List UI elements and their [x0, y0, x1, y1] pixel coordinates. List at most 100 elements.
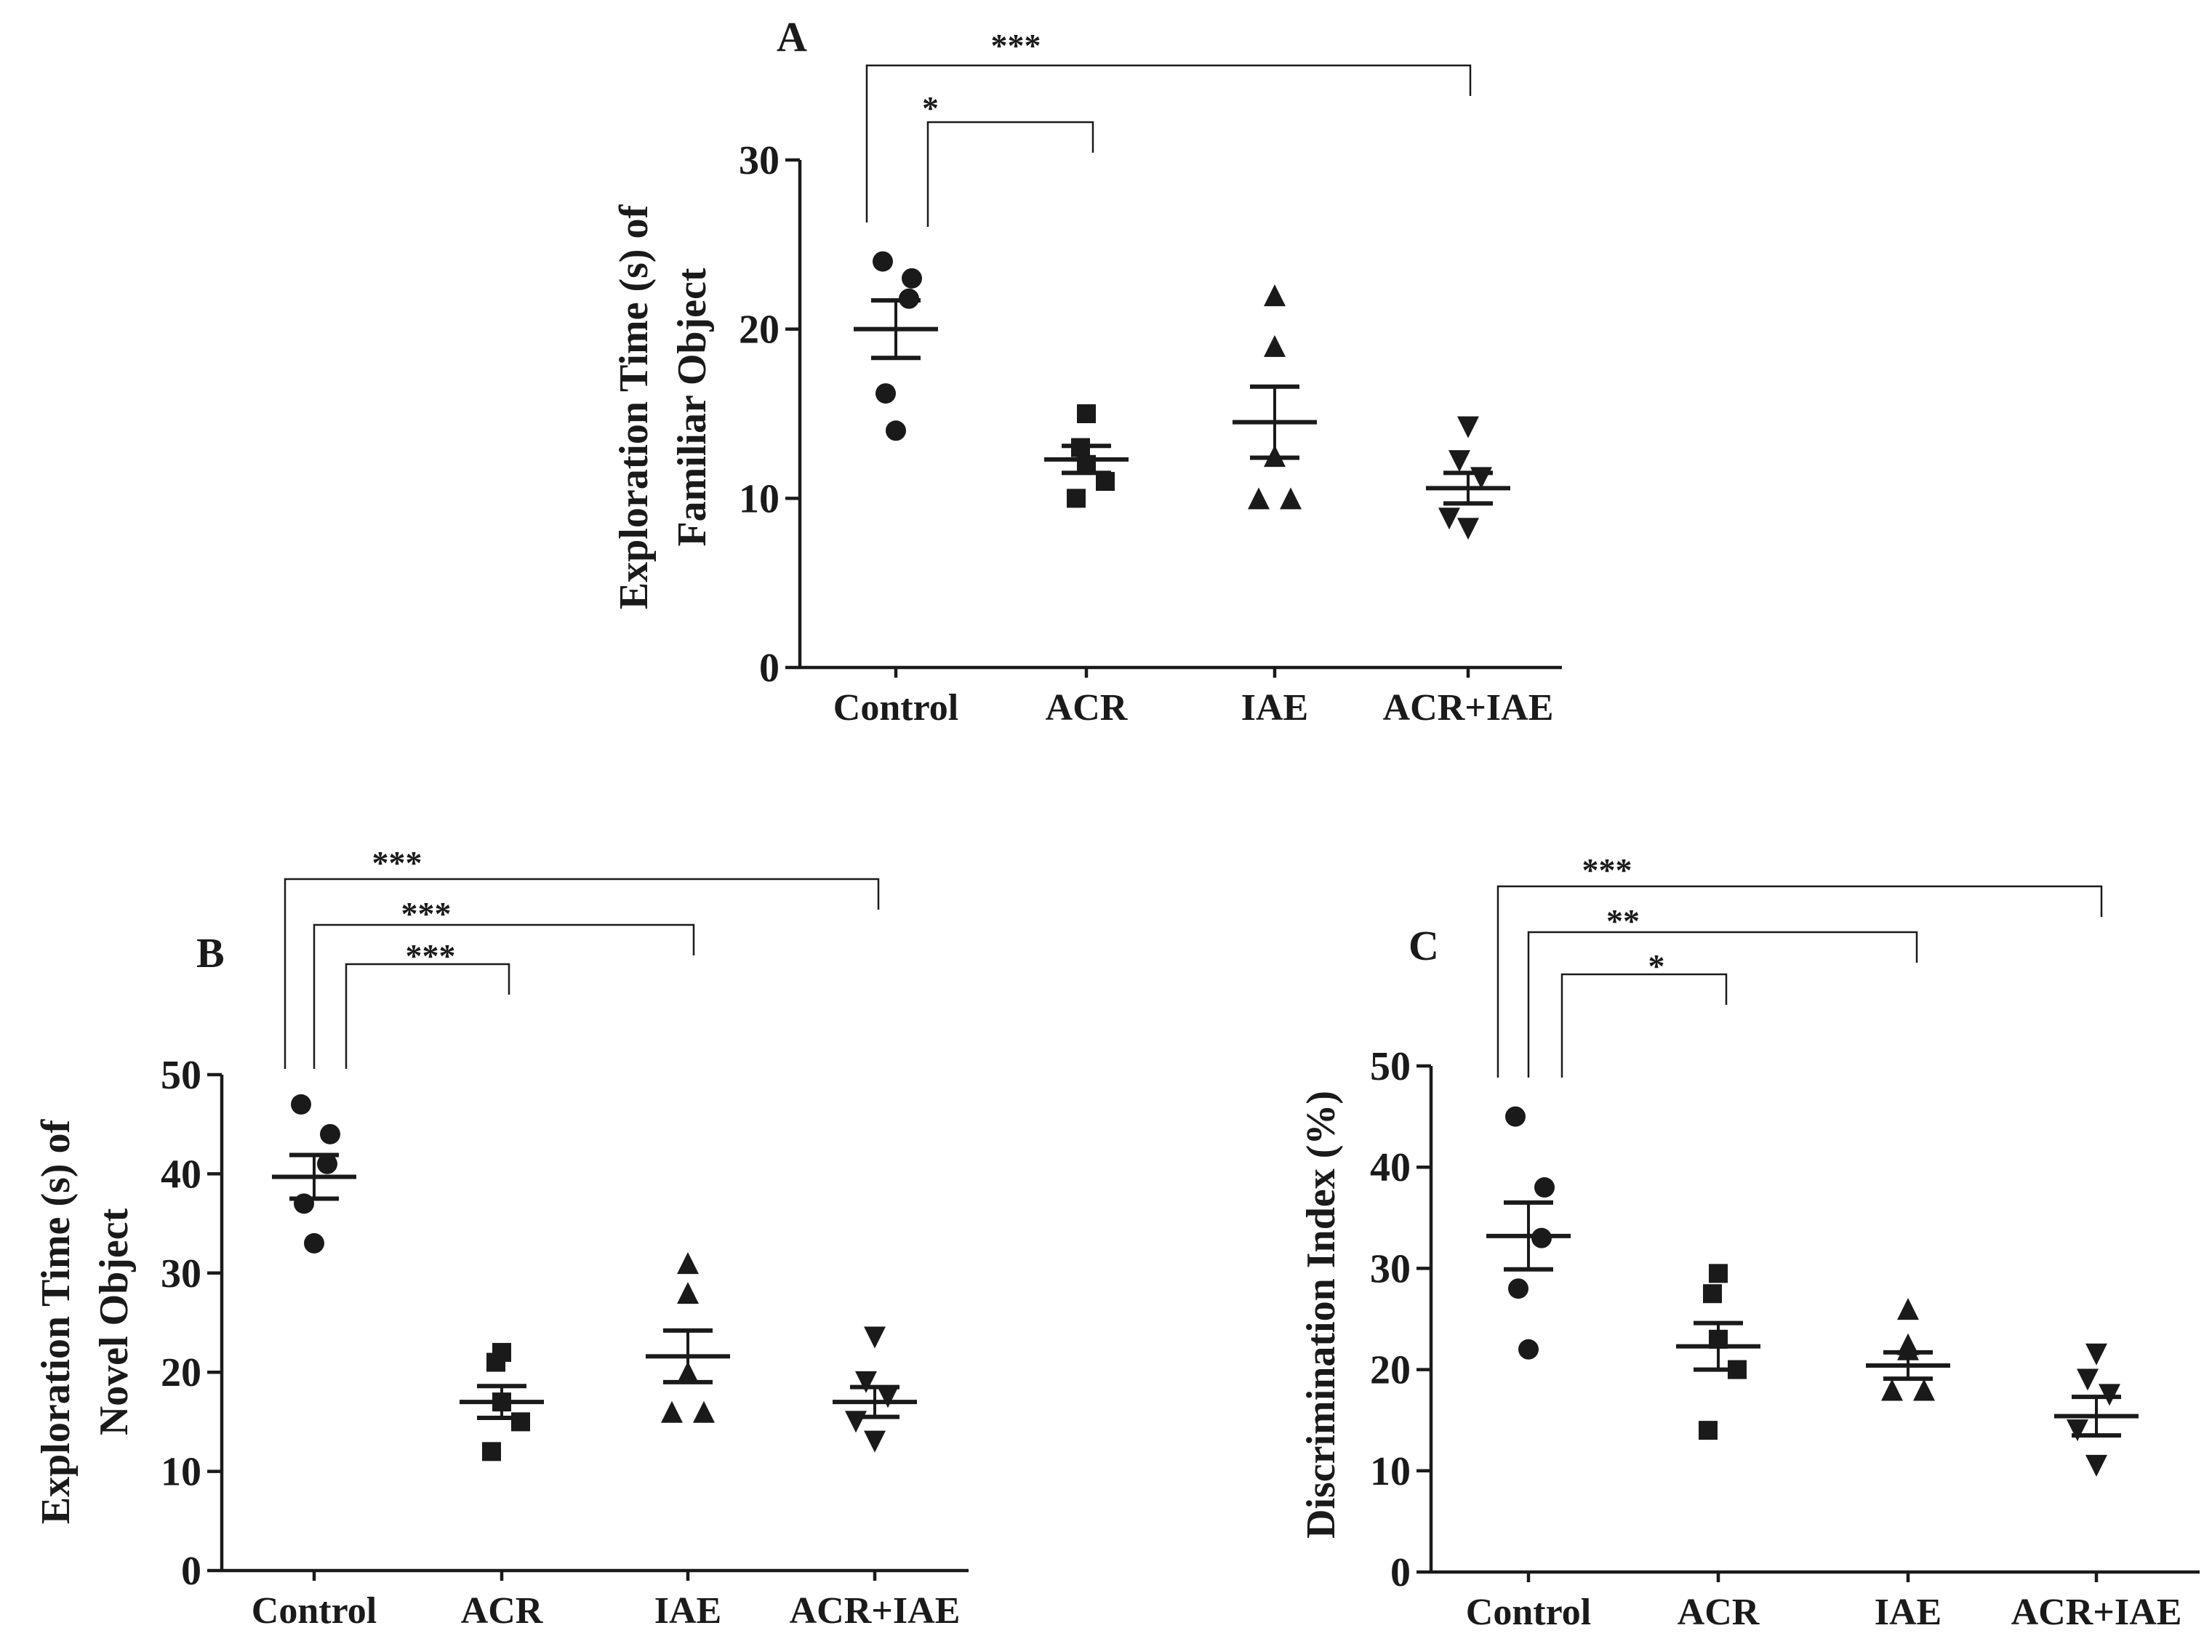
y-tick-label: 50 — [1370, 1044, 1411, 1089]
data-point — [1881, 1379, 1903, 1401]
significance-stars: *** — [406, 937, 456, 974]
data-point — [1457, 416, 1479, 438]
y-tick-label: 10 — [1370, 1449, 1411, 1494]
y-tick-label: 50 — [161, 1053, 201, 1098]
y-axis-label: Exploration Time (s) of — [612, 204, 657, 609]
x-tick-label: ACR+IAE — [2011, 1592, 2182, 1633]
data-point — [291, 1094, 311, 1115]
x-tick-label: ACR — [1046, 687, 1129, 729]
x-tick-label: Control — [1466, 1592, 1591, 1633]
data-point — [511, 1412, 530, 1432]
data-point — [1077, 404, 1096, 423]
data-point — [1264, 284, 1286, 307]
data-point — [661, 1400, 683, 1423]
data-point — [1248, 487, 1270, 510]
data-point — [304, 1232, 324, 1254]
x-tick-label: ACR — [1678, 1592, 1760, 1633]
x-tick-label: IAE — [1875, 1592, 1941, 1633]
data-point — [864, 1430, 886, 1453]
significance-stars: ** — [1606, 902, 1640, 939]
data-point — [864, 1326, 886, 1349]
x-tick-label: IAE — [654, 1590, 721, 1632]
y-tick-label: 20 — [161, 1350, 201, 1395]
data-point — [482, 1442, 501, 1461]
x-tick-label: ACR+IAE — [1383, 687, 1554, 729]
data-point — [1534, 1177, 1555, 1198]
y-tick-label: 20 — [739, 308, 780, 353]
data-point — [1067, 489, 1086, 508]
y-tick-label: 10 — [161, 1450, 201, 1495]
chart-panel-a: A 0 10 20 30 Control ACR IAE ACR+IAE Exploration … — [612, 13, 1562, 729]
data-point — [1913, 1379, 1935, 1401]
data-point — [2085, 1343, 2107, 1366]
data-point — [677, 1252, 699, 1275]
significance-bracket — [345, 963, 510, 1069]
chart-panel-c: C 0 10 20 30 40 50 Control ACR IAE ACR+IAE Discrimi… — [1299, 851, 2200, 1633]
significance-stars: *** — [991, 27, 1041, 64]
significance-stars: *** — [401, 895, 452, 932]
data-point — [1699, 1421, 1718, 1440]
significance-bracket — [313, 923, 695, 1069]
x-tick-label: ACR+IAE — [790, 1590, 961, 1632]
panel-label: C — [1408, 922, 1439, 969]
y-axis-label: Exploration Time (s) of — [33, 1118, 79, 1524]
x-tick-label: IAE — [1241, 687, 1308, 729]
y-axis-label: Novel Object — [92, 1208, 137, 1435]
y-tick-label: 40 — [1370, 1145, 1411, 1190]
data-point — [677, 1282, 699, 1304]
y-tick-label: 0 — [181, 1549, 201, 1594]
x-tick-label: ACR — [461, 1590, 544, 1632]
data-point — [317, 1153, 337, 1174]
y-axis-label: Discrimination Index (%) — [1299, 1091, 1344, 1539]
data-point — [1897, 1338, 1919, 1360]
data-point — [1264, 334, 1286, 357]
significance-bracket — [1496, 885, 2103, 1078]
data-point — [1448, 450, 1470, 473]
data-point — [1518, 1339, 1539, 1360]
data-point — [1280, 487, 1302, 510]
significance-bracket — [1527, 931, 1918, 1078]
data-point — [1438, 508, 1460, 530]
y-axis-label: Familiar Object — [670, 268, 715, 546]
significance-stars: *** — [1582, 851, 1632, 889]
y-tick-label: 0 — [1390, 1550, 1411, 1595]
data-point — [1457, 518, 1479, 540]
y-tick-label: 10 — [739, 476, 780, 521]
data-point — [845, 1411, 867, 1433]
data-point — [2085, 1454, 2107, 1477]
data-point — [320, 1123, 340, 1144]
y-tick-label: 0 — [759, 646, 780, 691]
data-point — [875, 383, 896, 404]
data-point — [902, 268, 922, 289]
x-tick-label: Control — [252, 1590, 377, 1632]
y-tick-label: 30 — [739, 138, 780, 183]
y-tick-label: 30 — [161, 1251, 201, 1296]
significance-stars: *** — [372, 844, 422, 881]
significance-bracket — [284, 878, 880, 1069]
data-point — [1470, 467, 1492, 489]
significance-stars: * — [1648, 947, 1665, 985]
data-point — [486, 1352, 505, 1372]
data-point — [1505, 1106, 1526, 1127]
data-point — [2077, 1368, 2099, 1391]
significance-bracket — [926, 121, 1094, 227]
significance-stars: * — [922, 89, 939, 127]
data-point — [693, 1400, 715, 1423]
data-point — [1703, 1284, 1722, 1304]
y-tick-label: 40 — [161, 1152, 201, 1197]
x-tick-label: Control — [833, 687, 958, 729]
y-tick-label: 30 — [1370, 1246, 1411, 1291]
data-point — [1508, 1278, 1528, 1299]
panel-label: B — [196, 929, 225, 977]
data-point — [1709, 1264, 1728, 1283]
panel-label: A — [777, 13, 807, 60]
data-point — [877, 1386, 899, 1408]
data-point — [1897, 1298, 1919, 1320]
y-tick-label: 20 — [1370, 1348, 1411, 1393]
data-point — [855, 1371, 877, 1393]
significance-bracket — [1560, 973, 1728, 1078]
data-point — [873, 251, 893, 272]
chart-panel-b: B 0 10 20 30 40 50 Control ACR IAE ACR+IAE Explorat… — [33, 844, 969, 1632]
data-point — [886, 420, 906, 441]
